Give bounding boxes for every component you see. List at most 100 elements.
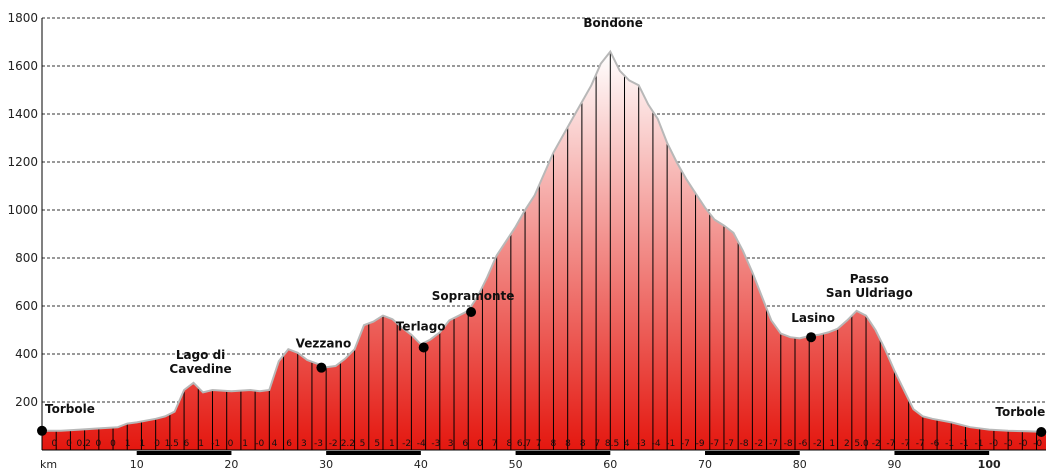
grade-label: 4	[272, 439, 278, 449]
grade-label: -2	[329, 439, 338, 449]
x-tick-label: 50	[509, 458, 523, 471]
grade-label: 1	[125, 439, 131, 449]
grade-label: -6	[930, 439, 939, 449]
grade-label: 0	[66, 439, 72, 449]
grade-label: 6.7	[517, 439, 531, 449]
grade-label: 0	[51, 439, 57, 449]
grade-label: -1	[945, 439, 954, 449]
grade-label: 6	[462, 439, 468, 449]
grade-label: -1	[960, 439, 969, 449]
grade-label: -3	[314, 439, 323, 449]
grade-label: 7	[595, 439, 601, 449]
place-label: Vezzano	[296, 337, 352, 351]
grade-label: 1	[389, 439, 395, 449]
axes	[41, 18, 1046, 455]
y-tick-label: 200	[15, 395, 38, 409]
grade-label: -2	[402, 439, 411, 449]
x-axis-label: km	[40, 458, 57, 471]
place-marker	[466, 307, 477, 317]
x-tick-label: 40	[414, 458, 428, 471]
elevation-area	[42, 51, 1046, 450]
grade-label: -0	[1004, 439, 1013, 449]
grade-label: -9	[696, 439, 705, 449]
grade-labels: 0 0 0.2 0 0 1 1 0 1.5 6 1 -1 0 1 -0 4 6 3 -3 -2 2.2 5 5 1 -2 -4 -3…	[51, 439, 1042, 449]
grade-label: 7	[492, 439, 498, 449]
grade-label: -3	[637, 439, 646, 449]
grade-label: 1	[140, 439, 146, 449]
grade-label: -0	[1018, 439, 1027, 449]
grade-label: -7	[681, 439, 690, 449]
grade-label: 0	[477, 439, 483, 449]
x-tick-labels: 10 20 30 40 50 60 70 80 90 100	[130, 458, 1001, 471]
grade-label: -0	[255, 439, 264, 449]
x-tick-label: 70	[698, 458, 712, 471]
grade-label: -7	[769, 439, 778, 449]
grade-label: 1.5	[165, 439, 179, 449]
place-label: Passo	[850, 272, 889, 286]
grade-label: 7	[536, 439, 542, 449]
grade-label: 2	[844, 439, 850, 449]
grade-label: 0	[228, 439, 234, 449]
grade-label: 4	[624, 439, 630, 449]
grade-label: 1	[829, 439, 835, 449]
grade-label: -3	[431, 439, 440, 449]
grade-label: -4	[652, 439, 661, 449]
grade-label: 2.2	[341, 439, 355, 449]
grade-label: -7	[901, 439, 910, 449]
grade-label: 5.0	[854, 439, 869, 449]
place-marker	[316, 362, 327, 373]
grade-label: 1	[242, 439, 248, 449]
x-tick-label: 20	[224, 458, 238, 471]
grade-label: -7	[725, 439, 734, 449]
place-label: Terlago	[396, 320, 446, 334]
place-label: Bondone	[583, 16, 642, 30]
place-marker	[1036, 427, 1047, 437]
grade-label: 8	[580, 439, 586, 449]
grade-label: 8	[565, 439, 571, 449]
scale-bar-segment	[326, 451, 421, 455]
place-label: Lago di	[176, 348, 225, 362]
place-label: Torbole	[45, 402, 95, 416]
y-tick-label: 1000	[7, 203, 38, 217]
place-marker	[418, 342, 429, 353]
place-label: Cavedine	[169, 362, 231, 376]
grade-label: -7	[710, 439, 719, 449]
grade-label: -0	[989, 439, 998, 449]
grade-label: 6	[286, 439, 292, 449]
y-tick-label: 1600	[7, 59, 38, 73]
y-tick-label: 1200	[7, 155, 38, 169]
grade-label: 0.2	[77, 439, 91, 449]
grade-label: 6	[184, 439, 190, 449]
place-marker	[806, 332, 817, 343]
grade-label: -2	[872, 439, 881, 449]
grade-label: 5	[360, 439, 366, 449]
grade-label: 3	[301, 439, 307, 449]
y-tick-label: 600	[15, 299, 38, 313]
grade-label: 1	[198, 439, 204, 449]
scale-bar-segment	[705, 451, 800, 455]
grade-label: -1	[974, 439, 983, 449]
scale-bar-segment	[894, 451, 990, 455]
scale-bar-segment	[136, 451, 232, 455]
y-tick-label: 1400	[7, 107, 38, 121]
x-tick-label: 80	[793, 458, 807, 471]
y-tick-label: 1800	[7, 11, 38, 25]
grade-label: 8	[506, 439, 512, 449]
grade-label: -7	[916, 439, 925, 449]
grade-label: -8	[784, 439, 793, 449]
grade-label: 0	[96, 439, 102, 449]
grade-label: -8	[740, 439, 749, 449]
y-tick-label: 400	[15, 347, 38, 361]
place-label: San Uldriago	[826, 286, 913, 300]
x-tick-label: 10	[130, 458, 144, 471]
grade-label: -6	[798, 439, 807, 449]
x-tick-label: 90	[887, 458, 901, 471]
x-tick-label: 100	[978, 458, 1001, 471]
grade-label: -1	[211, 439, 220, 449]
scale-bar-segment	[515, 451, 611, 455]
place-label: Lasino	[791, 311, 835, 325]
grade-label: 5	[374, 439, 380, 449]
place-label: Sopramonte	[432, 289, 515, 303]
